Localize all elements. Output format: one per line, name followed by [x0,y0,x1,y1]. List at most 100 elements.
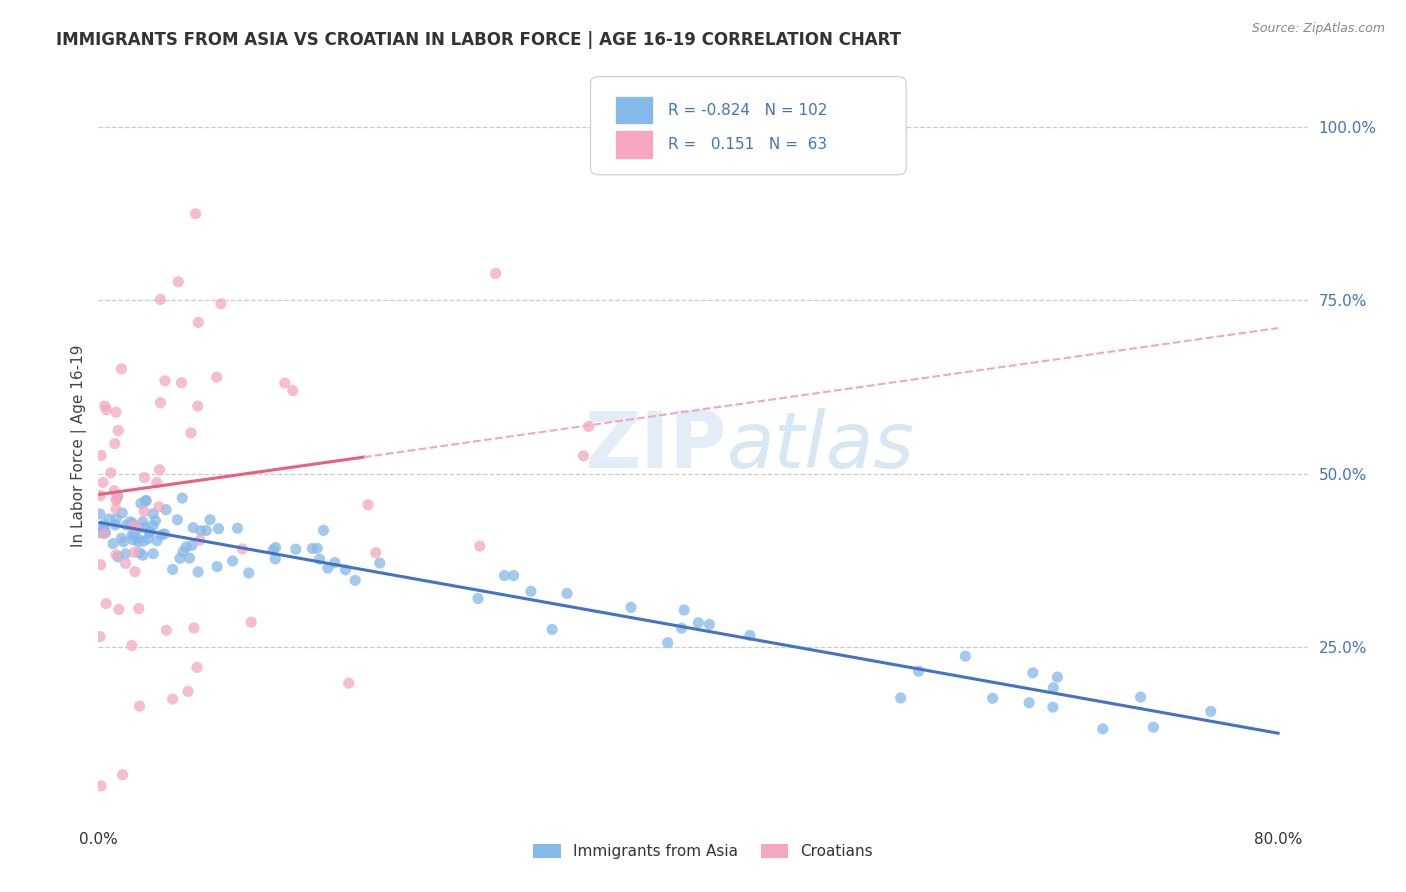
Point [1042,700,1064,714]
Point [494,568,516,582]
Point [170,376,193,390]
Point [195,524,218,538]
Point [128,521,150,535]
Point [238,566,260,580]
Point [907,664,929,678]
Point [107,549,129,564]
Point [110,531,132,545]
Point [578,419,600,434]
Point [368,556,391,570]
Point [188,533,211,548]
Point [468,539,491,553]
Point [205,370,228,384]
Point [100,466,122,480]
Point [1022,665,1045,680]
Point [90,779,112,793]
Point [262,542,284,557]
Point [671,621,693,635]
Text: IMMIGRANTS FROM ASIA VS CROATIAN IN LABOR FORCE | AGE 16-19 CORRELATION CHART: IMMIGRANTS FROM ASIA VS CROATIAN IN LABO… [56,31,901,49]
Point [184,207,207,221]
Point [520,584,543,599]
Point [142,547,165,561]
Point [205,559,228,574]
Point [145,514,167,528]
Point [104,492,127,507]
Point [132,534,155,549]
Point [128,699,150,714]
Point [125,520,148,534]
Point [190,524,212,538]
Point [1046,670,1069,684]
Point [148,500,170,514]
Point [180,425,202,440]
Point [699,617,721,632]
Point [323,556,346,570]
Point [128,601,150,615]
Point [187,315,209,329]
Point [134,470,156,484]
Point [104,518,127,533]
Point [121,533,143,547]
Point [738,628,761,642]
Text: Source: ZipAtlas.com: Source: ZipAtlas.com [1251,22,1385,36]
FancyBboxPatch shape [591,77,905,175]
Text: R = -0.824   N = 102: R = -0.824 N = 102 [668,103,827,118]
Point [122,527,145,541]
Point [142,507,165,521]
Point [467,591,489,606]
Point [127,534,149,549]
Point [209,297,232,311]
Point [124,565,146,579]
Point [172,545,194,559]
Point [955,649,977,664]
Text: R =   0.151   N =  63: R = 0.151 N = 63 [668,137,827,153]
Point [129,496,152,510]
Point [485,266,508,280]
Point [94,525,117,540]
Text: atlas: atlas [727,408,915,484]
Point [1018,696,1040,710]
Point [172,491,194,505]
Point [93,524,115,539]
Point [135,494,157,508]
Point [149,293,172,307]
Point [112,534,135,549]
Point [344,574,367,588]
Point [111,506,134,520]
Point [90,449,112,463]
Point [91,521,114,535]
Point [174,540,197,554]
Point [104,436,127,450]
Point [121,639,143,653]
Point [107,489,129,503]
Point [114,547,136,561]
Point [657,635,679,649]
Point [502,568,524,582]
Point [94,399,117,413]
Point [155,624,177,638]
Point [308,552,330,566]
Point [1129,690,1152,705]
Y-axis label: In Labor Force | Age 16-19: In Labor Force | Age 16-19 [72,344,87,548]
Point [96,402,118,417]
Point [89,630,111,644]
Point [198,513,221,527]
Point [284,542,307,557]
Point [169,551,191,566]
Point [231,541,253,556]
Point [97,512,120,526]
Point [890,690,912,705]
Point [364,546,387,560]
Point [115,518,138,533]
Point [1142,720,1164,734]
Point [121,516,143,531]
Point [105,405,128,419]
Point [138,525,160,540]
Point [89,525,111,540]
Point [142,518,165,533]
Point [134,520,156,534]
Point [114,557,136,571]
Point [132,504,155,518]
Point [307,541,329,556]
Point [179,551,201,566]
